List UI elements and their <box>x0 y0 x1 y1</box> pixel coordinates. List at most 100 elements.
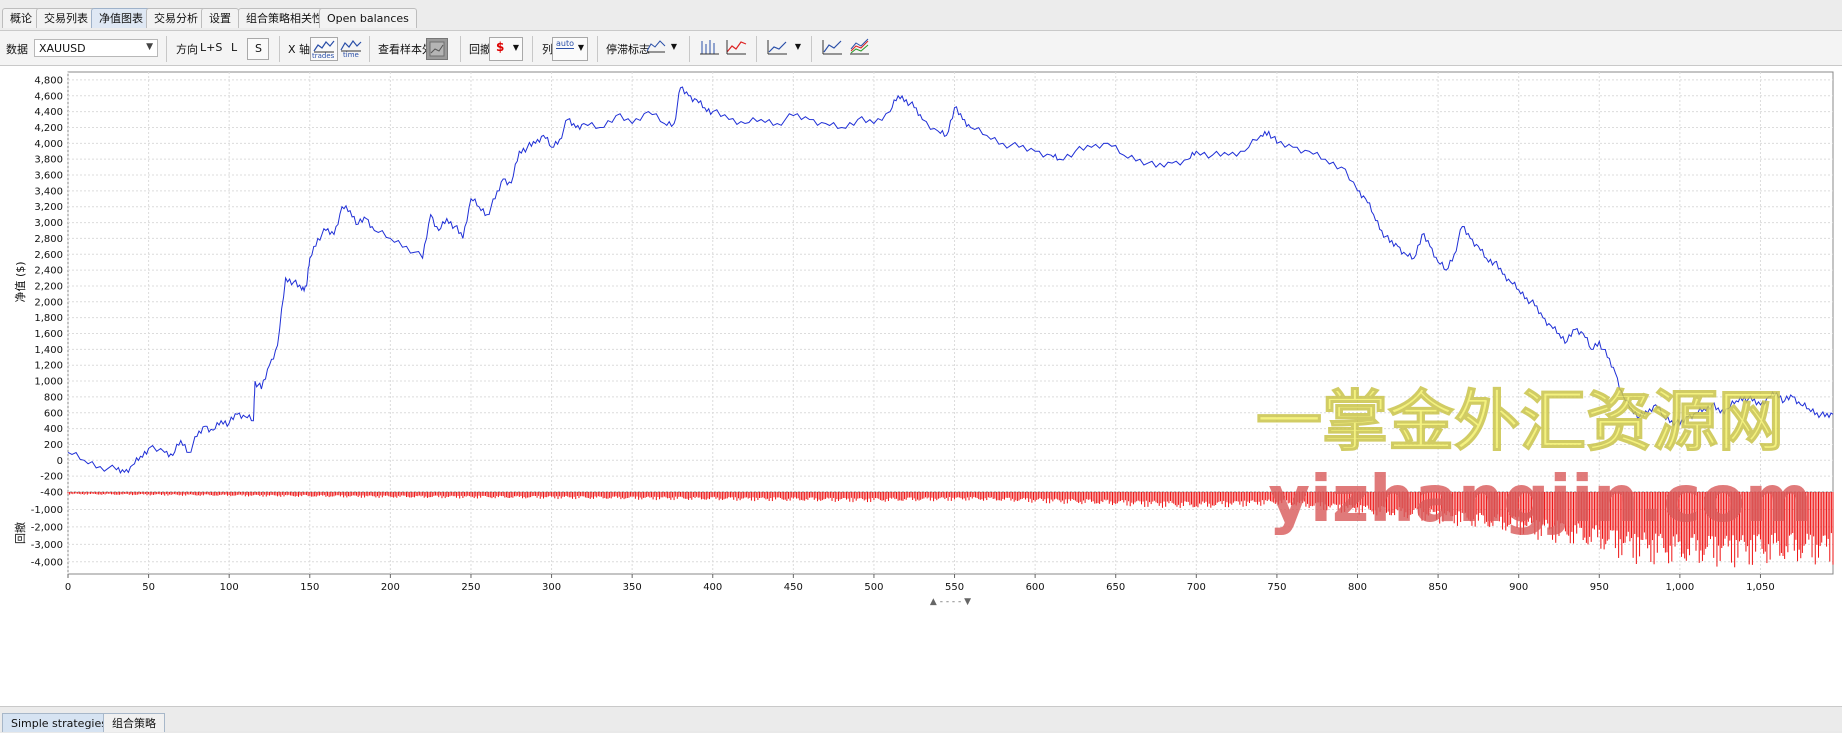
divider <box>811 36 812 62</box>
tab-correlation[interactable]: 组合策略相关性 <box>238 8 331 28</box>
x-tick-label: 750 <box>1267 582 1286 593</box>
tab-simple-strategies[interactable]: Simple strategies <box>2 713 116 732</box>
drawdown-y-tick-label: -4,000 <box>31 557 63 568</box>
x-tick-label: 300 <box>542 582 561 593</box>
xaxis-time-text: time <box>343 51 359 59</box>
stagnation-label: 停滞标志 <box>606 43 650 56</box>
equity-y-tick-label: 3,200 <box>34 202 63 213</box>
equity-y-tick-label: 4,200 <box>34 123 63 134</box>
direction-ls-button[interactable]: L+S <box>200 41 223 54</box>
splitter-handle[interactable]: ▲ - - - - ▼ <box>930 597 971 607</box>
drawdown-y-tick-label: -2,000 <box>31 522 63 533</box>
chevron-down-icon: ▼ <box>146 42 153 52</box>
equity-y-tick-label: 4,000 <box>34 139 63 150</box>
x-tick-label: 0 <box>65 582 71 593</box>
equity-y-tick-label: 1,400 <box>34 345 63 356</box>
x-tick-label: 400 <box>703 582 722 593</box>
bar-chart-icon <box>700 40 719 55</box>
chevron-down-icon: ▼ <box>794 42 801 51</box>
chart-area: -400 -200 0 200 400 600 800 1,000 1,200 1,400 1,60… <box>0 66 1842 706</box>
equity-y-tick-label: -400 <box>40 488 63 499</box>
bottom-tabbar: Simple strategies 组合策略 <box>0 706 1842 732</box>
line-chart-select[interactable]: ▼ <box>765 37 805 61</box>
divider <box>166 36 167 62</box>
tab-settings[interactable]: 设置 <box>201 8 239 28</box>
tab-trade-analysis[interactable]: 交易分析 <box>146 8 206 28</box>
drawdown-y-tick-label: -3,000 <box>31 540 63 551</box>
divider <box>279 36 280 62</box>
equity-chart-svg: -400 -200 0 200 400 600 800 1,000 1,200 1,400 1,60… <box>13 71 1834 607</box>
divider <box>597 36 598 62</box>
line-chart-icon <box>767 40 787 55</box>
equity-y-tick-label: 1,000 <box>34 377 63 388</box>
equity-y-tick-label: 2,200 <box>34 281 63 292</box>
x-tick-label: 650 <box>1106 582 1125 593</box>
line-chart-icon <box>646 40 666 53</box>
bar-chart-button[interactable] <box>697 37 725 61</box>
x-tick-label: 1,050 <box>1746 582 1775 593</box>
drawdown-y-tick-label: -1,000 <box>31 505 63 516</box>
x-tick-label: 250 <box>461 582 480 593</box>
tab-portfolio-strategies[interactable]: 组合策略 <box>103 713 165 732</box>
trend-chart-button[interactable] <box>724 37 752 61</box>
x-tick-label: 350 <box>623 582 642 593</box>
direction-s-button[interactable]: S <box>247 38 269 60</box>
x-tick-label: 500 <box>864 582 883 593</box>
direction-label: 方向 <box>176 43 198 56</box>
data-select[interactable]: XAUUSD ▼ <box>34 39 158 57</box>
equity-y-tick-label: 2,400 <box>34 266 63 277</box>
equity-y-tick-label: 1,600 <box>34 329 63 340</box>
chart-icon <box>429 41 445 57</box>
chevron-down-icon: ▼ <box>577 43 584 52</box>
x-tick-label: 900 <box>1509 582 1528 593</box>
divider <box>460 36 461 62</box>
x-tick-label: 1,000 <box>1666 582 1695 593</box>
compare-chart-button[interactable] <box>820 37 848 61</box>
equity-y-tick-label: 400 <box>44 424 63 435</box>
column-label: 列 <box>542 43 553 56</box>
oos-toggle[interactable] <box>426 38 448 60</box>
equity-y-tick-label: 4,800 <box>34 75 63 86</box>
x-tick-label: 450 <box>784 582 803 593</box>
stagnation-select[interactable]: ▼ <box>644 37 680 61</box>
main-tabbar: 概论 交易列表 净值图表 交易分析 设置 组合策略相关性 Open balanc… <box>0 0 1842 30</box>
divider <box>369 36 370 62</box>
drawdown-select[interactable]: $ ▼ <box>489 37 523 61</box>
equity-y-tick-label: 3,800 <box>34 155 63 166</box>
watermark-text: 一掌金外汇资源网 <box>1256 383 1784 460</box>
x-tick-label: 50 <box>142 582 155 593</box>
compare-chart-icon <box>822 40 842 55</box>
direction-s-label: S <box>255 42 262 55</box>
multi-line-chart-icon <box>850 38 869 55</box>
auto-icon: auto <box>556 39 575 49</box>
xaxis-time-button[interactable]: time <box>338 37 366 61</box>
equity-y-tick-label: 2,800 <box>34 234 63 245</box>
multi-line-chart-button[interactable] <box>847 37 875 61</box>
chart-toolbar: 数据 XAUUSD ▼ 方向 L+S L S X 轴 trades time 查… <box>0 30 1842 66</box>
divider <box>756 36 757 62</box>
xaxis-label: X 轴 <box>288 43 311 56</box>
tab-overview[interactable]: 概论 <box>2 8 40 28</box>
xaxis-trades-button[interactable]: trades <box>310 37 338 61</box>
tab-open-balances[interactable]: Open balances <box>319 8 417 28</box>
equity-y-tick-label: 0 <box>57 456 63 467</box>
equity-y-tick-label: 1,200 <box>34 361 63 372</box>
column-select[interactable]: auto ▼ <box>552 37 588 61</box>
equity-y-tick-label: 3,400 <box>34 186 63 197</box>
x-tick-label: 550 <box>945 582 964 593</box>
watermark-text: yizhangjin.com <box>1268 463 1811 537</box>
divider <box>689 36 690 62</box>
direction-l-button[interactable]: L <box>231 41 238 54</box>
tab-trade-list[interactable]: 交易列表 <box>36 8 96 28</box>
x-tick-label: 600 <box>1026 582 1045 593</box>
chevron-down-icon: ▼ <box>670 42 677 51</box>
oos-label: 查看样本外 <box>378 43 433 56</box>
xaxis-trades-text: trades <box>312 52 335 60</box>
line-chart-icon <box>340 39 362 52</box>
line-chart-icon <box>313 40 335 53</box>
equity-y-tick-label: 3,000 <box>34 218 63 229</box>
equity-y-tick-label: 2,000 <box>34 297 63 308</box>
x-tick-label: 150 <box>300 582 319 593</box>
data-select-value: XAUUSD <box>39 42 86 55</box>
tab-equity-chart[interactable]: 净值图表 <box>91 8 151 28</box>
